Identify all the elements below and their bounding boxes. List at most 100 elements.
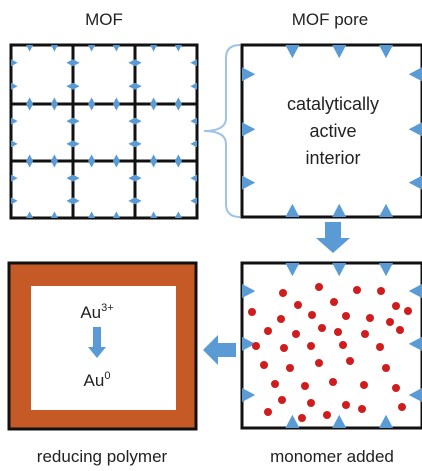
lattice-triangle	[150, 104, 158, 111]
lattice-triangle	[26, 104, 34, 111]
monomer-dot	[286, 364, 294, 372]
lattice-triangle	[50, 45, 58, 52]
monomer-dot	[264, 408, 272, 416]
lattice-triangle	[128, 174, 135, 182]
lattice-triangle	[128, 117, 135, 125]
lattice-triangle	[26, 154, 34, 161]
vertex-triangle	[408, 284, 422, 299]
lattice-triangle	[150, 97, 158, 104]
lattice-triangle	[174, 211, 182, 218]
monomer-dot	[292, 330, 300, 338]
mof-label: MOF	[85, 10, 123, 29]
lattice-triangles	[11, 45, 197, 218]
interior-line-1: catalytically	[287, 94, 379, 114]
monomer-dot	[315, 283, 323, 291]
lattice-triangle	[135, 140, 142, 148]
monomer-dot	[279, 289, 287, 297]
lattice-triangle	[50, 211, 58, 218]
vertex-triangle	[242, 284, 256, 299]
lattice-triangle	[112, 97, 120, 104]
lattice-triangle	[50, 97, 58, 104]
lattice-triangle	[73, 59, 80, 67]
lattice-triangle	[128, 140, 135, 148]
monomer-dot	[252, 342, 260, 350]
lattice-triangle	[50, 104, 58, 111]
monomer-dot	[360, 381, 368, 389]
lattice-triangle	[174, 104, 182, 111]
lattice-triangle	[190, 82, 197, 90]
lattice-triangle	[174, 97, 182, 104]
lattice-triangle	[66, 117, 73, 125]
reducing-polymer-label: reducing polymer	[37, 447, 168, 466]
mof-pore-label: MOF pore	[292, 10, 369, 29]
lattice-triangle	[73, 82, 80, 90]
bracket	[203, 44, 241, 218]
vertex-triangle	[332, 414, 347, 428]
lattice-triangle	[150, 45, 158, 52]
vertex-triangle	[379, 263, 393, 277]
monomer-dot	[318, 324, 326, 332]
interior-line-2: active	[309, 121, 356, 141]
lattice-triangle	[128, 197, 135, 205]
lattice-triangle	[150, 161, 158, 168]
vertex-triangle	[408, 122, 422, 137]
lattice-triangle	[88, 154, 96, 161]
monomer-dot	[366, 314, 374, 322]
lattice-triangle	[11, 140, 18, 148]
lattice-triangle	[26, 45, 34, 52]
mof-lattice	[9, 43, 199, 220]
vertex-triangle	[242, 388, 256, 402]
down-arrow-icon	[316, 222, 350, 253]
monomer-dot	[358, 405, 366, 413]
vertex-triangle	[242, 336, 256, 351]
lattice-triangle	[112, 161, 120, 168]
au-ion-label: Au3+	[80, 302, 113, 322]
monomer-dot	[398, 403, 406, 411]
lattice-triangle	[112, 211, 120, 218]
vertex-triangle	[242, 175, 256, 190]
lattice-triangle	[73, 117, 80, 125]
vertex-triangle	[408, 388, 422, 402]
lattice-triangle	[150, 211, 158, 218]
lattice-triangle	[88, 104, 96, 111]
monomer-dot	[377, 287, 385, 295]
lattice-triangle	[190, 59, 197, 67]
monomer-dot	[361, 330, 369, 338]
lattice-triangle	[190, 140, 197, 148]
lattice-triangle	[11, 82, 18, 90]
monomer-dot	[278, 396, 286, 404]
monomer-dot	[353, 286, 361, 294]
lattice-triangle	[112, 154, 120, 161]
monomer-dot	[404, 307, 412, 315]
vertex-triangle	[332, 45, 347, 59]
lattice-triangle	[128, 59, 135, 67]
vertex-triangle	[285, 414, 300, 428]
lattice-triangle	[112, 104, 120, 111]
vertex-triangle	[408, 175, 422, 190]
au-metal-label: Au0	[84, 370, 111, 390]
vertex-triangle	[408, 336, 422, 351]
monomer-dot	[277, 315, 285, 323]
monomer-dot	[308, 311, 316, 319]
monomer-dot	[334, 328, 342, 336]
monomer-pore	[240, 261, 422, 430]
vertex-triangle	[242, 67, 256, 82]
lattice-triangle	[88, 45, 96, 52]
monomer-dot	[323, 411, 331, 419]
pore-triangles	[242, 45, 422, 217]
lattice-triangle	[135, 117, 142, 125]
monomer-dot	[396, 326, 404, 334]
lattice-triangle	[190, 197, 197, 205]
monomer-dot	[376, 343, 384, 351]
lattice-triangle	[66, 174, 73, 182]
monomer-dot	[329, 378, 337, 386]
lattice-triangle	[73, 140, 80, 148]
monomer-dot	[386, 318, 394, 326]
monomer-dot	[271, 380, 279, 388]
monomer-dot	[339, 341, 347, 349]
lattice-triangle	[26, 97, 34, 104]
monomer-dot	[382, 364, 390, 372]
vertex-triangle	[242, 122, 256, 137]
lattice-triangle	[26, 211, 34, 218]
